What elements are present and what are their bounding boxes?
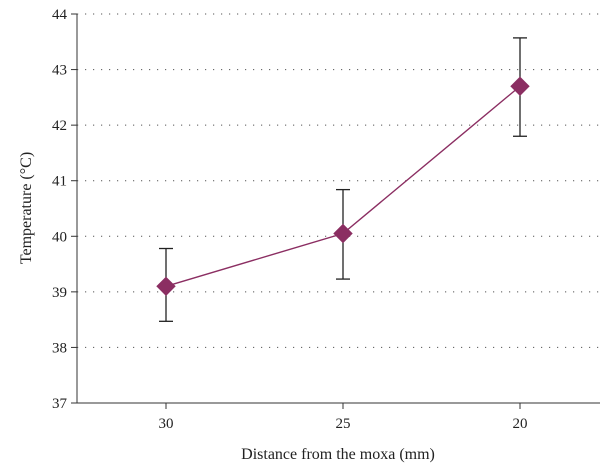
- y-tick-label: 37: [52, 396, 68, 412]
- y-tick-label: 43: [52, 63, 67, 79]
- data-markers: [156, 76, 530, 297]
- data-point-marker: [156, 276, 176, 297]
- x-tick-label: 25: [336, 416, 351, 432]
- x-tick-labels: 30 25 20: [159, 403, 528, 432]
- x-axis-label: Distance from the moxa (mm): [241, 446, 435, 463]
- y-tick-label: 42: [52, 118, 67, 134]
- error-bars: [159, 37, 527, 322]
- y-tick-label: 38: [52, 340, 67, 356]
- data-point-marker: [333, 223, 353, 244]
- y-tick-label: 40: [52, 229, 67, 245]
- x-tick-label: 30: [159, 416, 174, 432]
- y-tick-label: 44: [52, 7, 68, 23]
- y-tick-label: 39: [52, 285, 67, 301]
- y-tick-labels: 37 38 39 40 41 42 43 44: [52, 7, 77, 412]
- x-tick-label: 20: [513, 416, 528, 432]
- data-point-marker: [510, 76, 530, 96]
- y-axis-label: Temperature (°C): [18, 152, 35, 264]
- y-tick-label: 41: [52, 174, 67, 190]
- y-gridlines: [77, 13, 600, 348]
